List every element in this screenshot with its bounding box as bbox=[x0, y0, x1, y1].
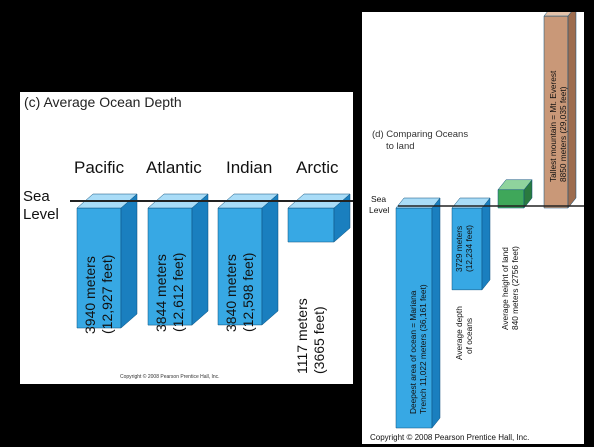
ocean-depth-value-label: 3729 meters (12,234 feet) bbox=[454, 224, 474, 272]
ocean-box-indian-side bbox=[261, 193, 279, 326]
ocean-box-atlantic-side bbox=[191, 193, 209, 326]
everest-bar-side bbox=[567, 12, 577, 209]
ocean-depth-graphic bbox=[70, 193, 353, 329]
pacific-depth-label: 3940 meters (12,927 feet) bbox=[82, 254, 115, 334]
ocean-land-graphic bbox=[395, 12, 584, 429]
atlantic-depth-label: 3844 meters (12,612 feet) bbox=[153, 252, 186, 332]
arctic-label: Arctic bbox=[296, 158, 339, 177]
atlantic-label: Atlantic bbox=[146, 158, 202, 177]
sea-level-label: Sea Level bbox=[23, 188, 59, 223]
average-depth-bar-side bbox=[481, 197, 491, 291]
comparing-oceans-panel: (d) Comparing Oceans to land Sea Level D… bbox=[362, 12, 584, 444]
mariana-trench-label: Deepest area of ocean = Mariana Trench 11… bbox=[408, 284, 428, 414]
everest-label: Tallest mountain = Mt. Everest 8850 meter… bbox=[548, 70, 568, 182]
ocean-box-pacific-side bbox=[120, 193, 138, 329]
panel-d-title: (d) Comparing Oceans to land bbox=[372, 129, 469, 152]
panel-c-title: (c) Average Ocean Depth bbox=[24, 94, 182, 110]
arctic-depth-label: 1117 meters (3665 feet) bbox=[294, 298, 327, 374]
indian-label: Indian bbox=[226, 158, 273, 177]
indian-depth-label: 3840 meters (12,598 feet) bbox=[223, 252, 256, 332]
mariana-trench-bar-side bbox=[431, 197, 441, 429]
land-height-caption: Average height of land 840 meters (2756 f… bbox=[500, 246, 520, 330]
everest-bar-top bbox=[543, 12, 572, 17]
land-height-bar-top bbox=[497, 179, 533, 191]
pacific-label: Pacific bbox=[74, 158, 125, 177]
average-ocean-depth-panel: (c) Average Ocean Depth Pacific Atlantic… bbox=[20, 92, 353, 384]
panel-c-copyright: Copyright © 2008 Pearson Prentice Hall, … bbox=[120, 374, 220, 380]
panel-d-copyright: Copyright © 2008 Pearson Prentice Hall, … bbox=[370, 433, 530, 442]
ocean-box-arctic-front bbox=[287, 207, 335, 243]
average-depth-caption: Average depth of oceans bbox=[454, 306, 474, 360]
sea-level-label-d: Sea Level bbox=[369, 194, 390, 215]
